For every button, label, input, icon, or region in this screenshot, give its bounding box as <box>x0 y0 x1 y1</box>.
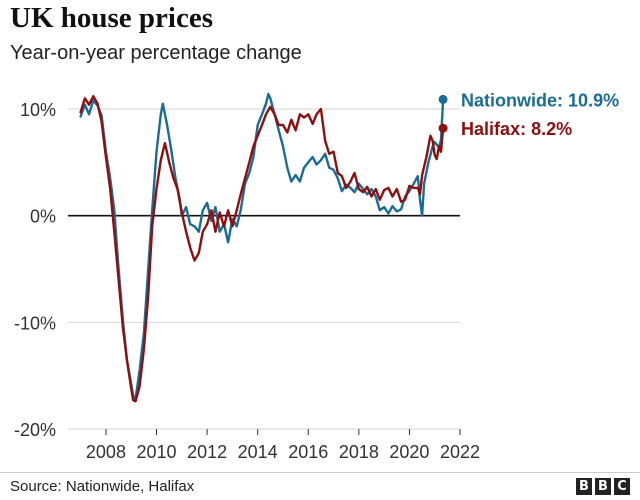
y-axis-tick-labels: 10% 0% -10% -20% <box>14 100 56 440</box>
x-tick-label: 2012 <box>187 442 227 462</box>
y-tick-label: -10% <box>14 313 56 333</box>
halifax-line <box>79 95 445 403</box>
logo-letter: B <box>576 478 592 495</box>
x-tick-label: 2020 <box>389 442 429 462</box>
x-tick-label: 2022 <box>440 442 480 462</box>
logo-letter: B <box>595 478 611 495</box>
gridlines <box>68 108 460 430</box>
source-note: Source: Nationwide, Halifax <box>10 478 195 495</box>
x-tick-label: 2016 <box>288 442 328 462</box>
line-chart: 10%0%-10%-20% 2008 2010 2012 2014 2016 2018 20… <box>14 90 619 462</box>
series-lines <box>79 92 448 403</box>
x-tick-label: 2010 <box>136 442 176 462</box>
bbc-logo: B B C <box>576 478 630 495</box>
halifax-end-point <box>438 123 448 133</box>
nationwide-line <box>79 92 445 401</box>
nationwide-end-point <box>438 94 448 104</box>
x-tick-label: 2008 <box>86 442 126 462</box>
nationwide-label: Nationwide: 10.9% <box>461 90 619 110</box>
y-tick-label: -20% <box>14 420 56 440</box>
x-tick-label: 2018 <box>339 442 379 462</box>
halifax-label: Halifax: 8.2% <box>461 119 572 139</box>
chart-subtitle: Year-on-year percentage change <box>10 42 302 64</box>
footer-divider <box>0 472 640 473</box>
y-tick-label: 10% <box>20 100 56 120</box>
x-axis-tick-labels: 2008 2010 2012 2014 2016 2018 2020 2022 <box>86 429 480 462</box>
series-end-labels: Nationwide: 10.9% Halifax: 8.2% <box>461 90 619 139</box>
chart-title: UK house prices <box>10 2 213 34</box>
x-tick-label: 2014 <box>238 442 278 462</box>
y-tick-label: 0% <box>30 207 56 227</box>
logo-letter: C <box>614 478 630 495</box>
